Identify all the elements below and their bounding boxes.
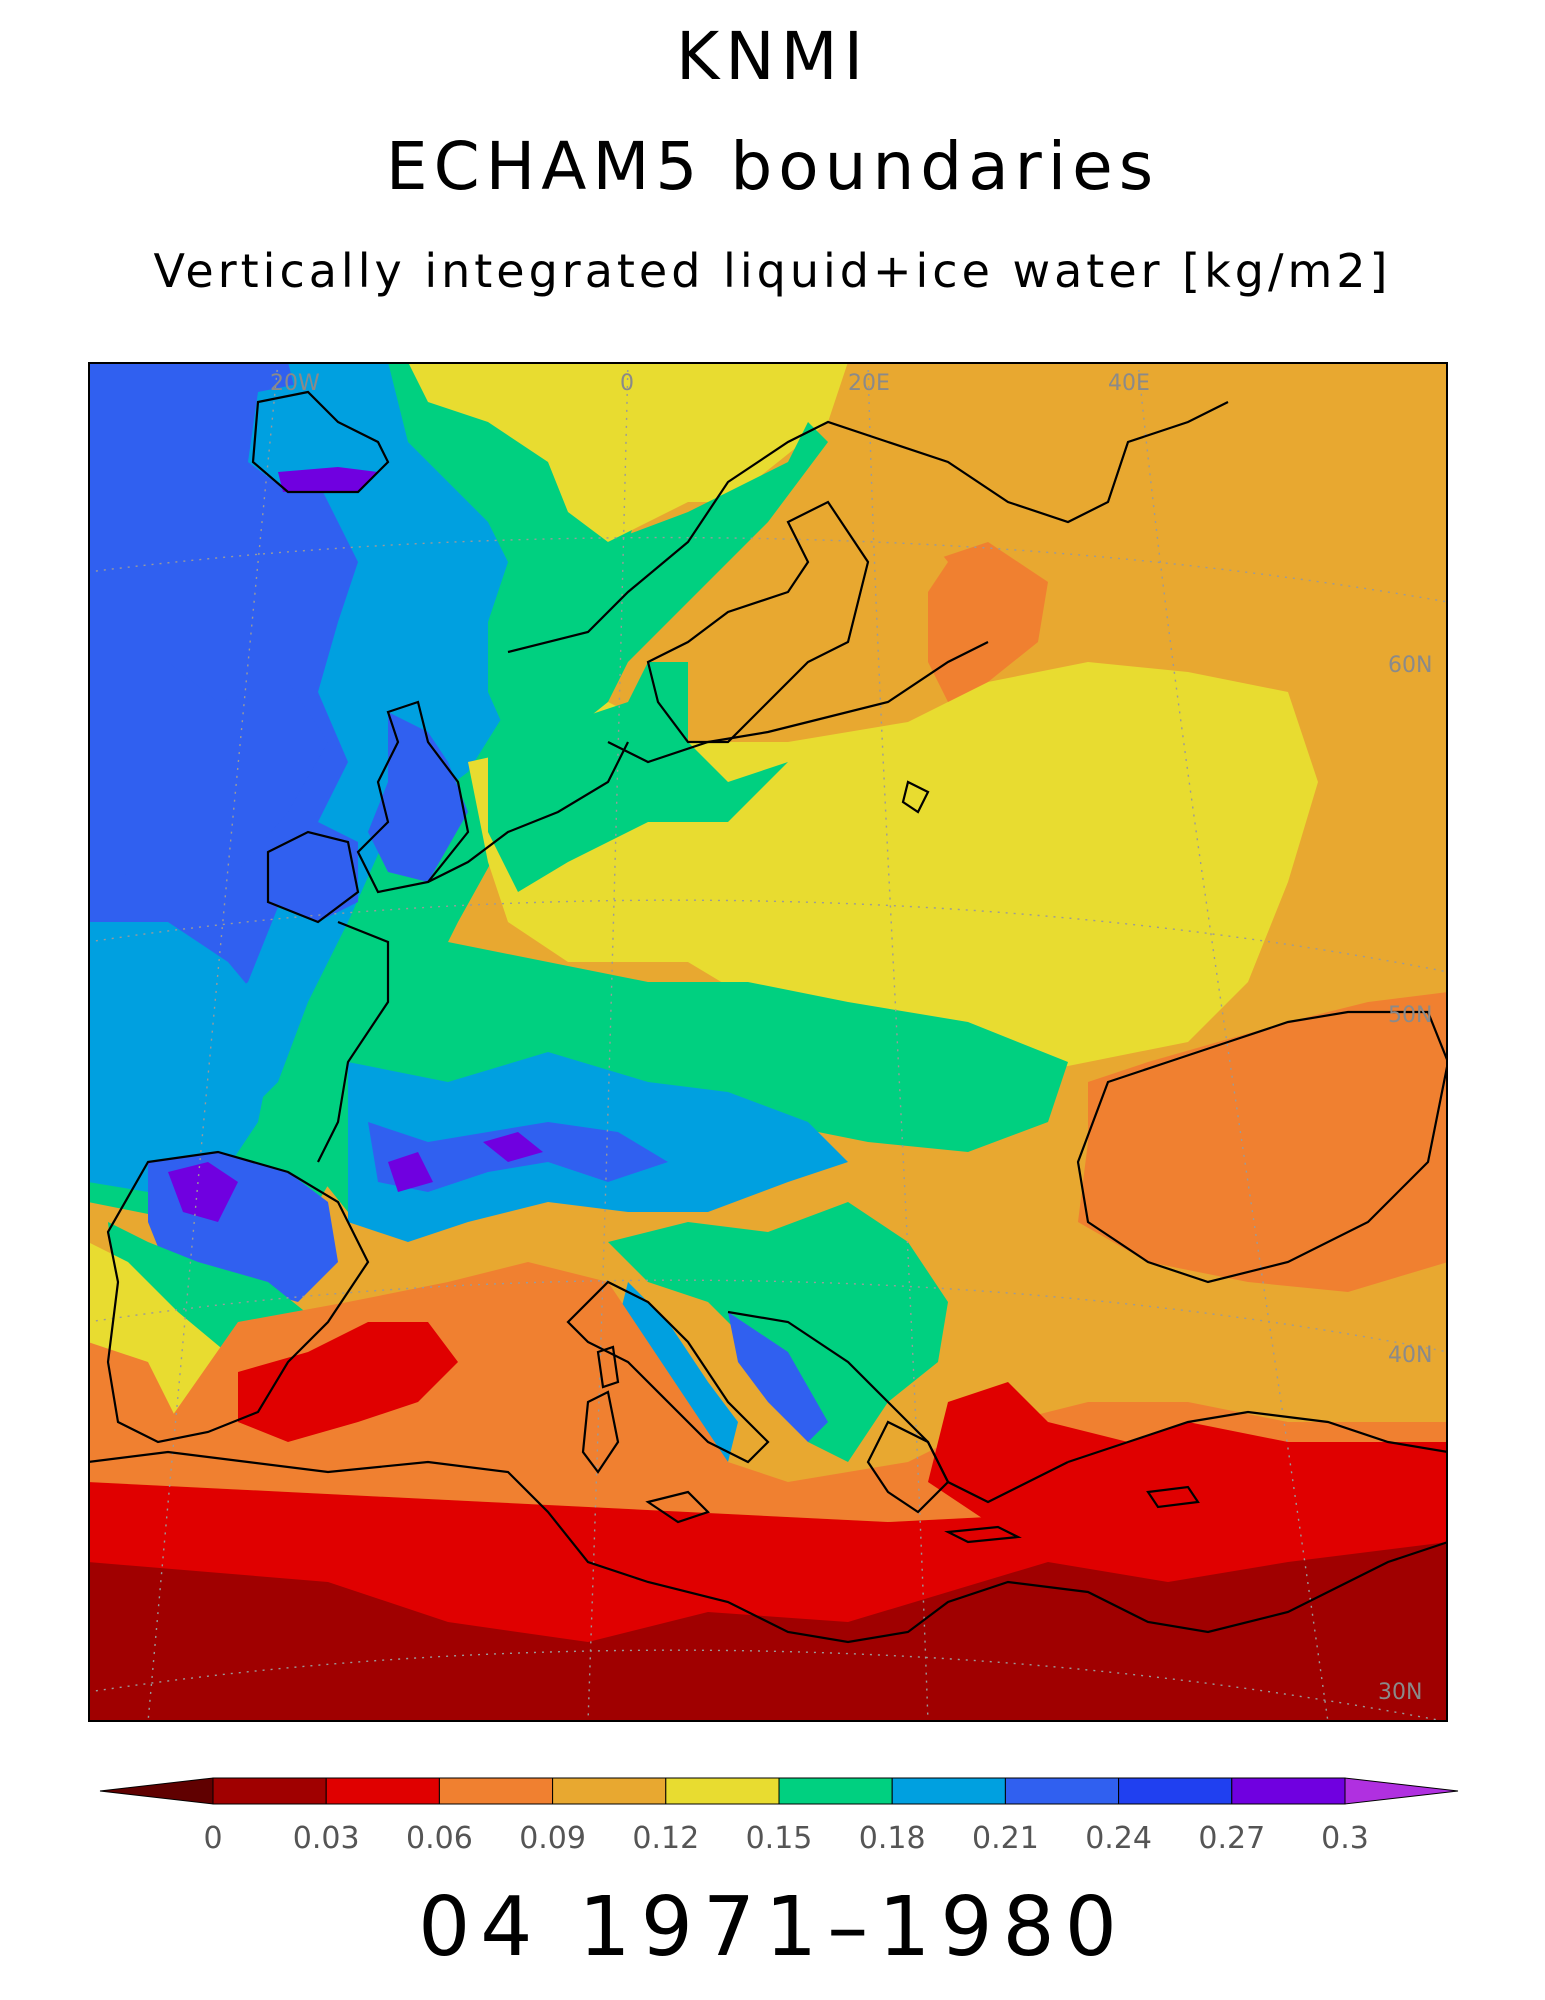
- colorbar-tick-label: 0.06: [406, 1821, 473, 1856]
- field-alps-purple-1: [483, 1132, 543, 1162]
- coastlines: [88, 390, 1448, 1644]
- coast-sardinia: [581, 1390, 620, 1474]
- colorbar-cell: [552, 1777, 667, 1805]
- coast-north-africa: [88, 1450, 1448, 1644]
- lon-label-0: 0: [620, 371, 634, 396]
- colorbar-tick-label: 0.27: [1198, 1821, 1265, 1856]
- field-ireland-blue: [268, 822, 358, 922]
- lon-label-40e: 40E: [1108, 371, 1150, 396]
- colorbar-tick-label: 0.18: [859, 1821, 926, 1856]
- colorbar-cell: [1004, 1777, 1120, 1805]
- field-uk-blue: [368, 712, 468, 882]
- colorbar-cell: [1118, 1777, 1233, 1805]
- colorbar-cell: [891, 1777, 1006, 1805]
- coast-sweden: [646, 500, 870, 744]
- meridian-0: [587, 362, 629, 1722]
- coast-iberia: [106, 1150, 370, 1444]
- colorbar-tick-labels: 0 0.03 0.06 0.09 0.12 0.15 0.18 0.21 0.24 0.27 0.3: [203, 1821, 1368, 1856]
- lon-label-20e: 20E: [848, 371, 890, 396]
- field-iceland-lightblue: [248, 382, 388, 492]
- colorbar-cell: [212, 1777, 327, 1805]
- coast-baltic: [607, 641, 989, 764]
- colorbar-cells: [212, 1777, 1346, 1805]
- meridian-20e: [867, 362, 929, 1722]
- colorbar-tick-label: 0.24: [1085, 1821, 1152, 1856]
- coast-norway: [507, 401, 1229, 654]
- lat-label-40n: 40N: [1388, 1343, 1432, 1368]
- colorbar-cell: [325, 1777, 440, 1805]
- meridian-40e: [1137, 362, 1329, 1722]
- coast-europe-north: [427, 741, 629, 883]
- coast-france-west: [317, 920, 390, 1163]
- field-atlantic-lightblue-south: [88, 922, 278, 1192]
- coast-cyprus: [1146, 1485, 1200, 1509]
- coast-ireland: [266, 830, 360, 924]
- field-italy-lightblue: [618, 1282, 738, 1462]
- coast-caspian-lake: [901, 780, 930, 814]
- field-atlantic-blue-west: [88, 662, 328, 882]
- coast-sicily: [645, 1490, 711, 1524]
- colorbar-tick-label: 0.21: [972, 1821, 1039, 1856]
- field-balkan-blue: [728, 1312, 828, 1442]
- lat-label-60n: 60N: [1388, 653, 1432, 678]
- variable-title: Vertically integrated liquid+ice water […: [153, 244, 1392, 298]
- colorbar-cell: [1231, 1777, 1346, 1805]
- colorbar-tick-label: 0.09: [519, 1821, 586, 1856]
- field-northsea-green: [488, 662, 788, 892]
- map-frame: [88, 362, 1448, 1722]
- field-iceland-purple: [278, 467, 378, 492]
- institute-title: KNMI: [675, 18, 870, 95]
- lat-label-50n: 50N: [1388, 1003, 1432, 1028]
- field-balkans-green: [608, 1202, 948, 1462]
- colorbar-over-arrow: [1344, 1777, 1459, 1805]
- lat-label-30n: 30N: [1378, 1680, 1422, 1705]
- colorbar-tick-label: 0: [203, 1821, 222, 1856]
- lon-label-20w: 20W: [270, 371, 320, 396]
- graticule-labels: 20W 0 20E 40E 60N 50N 40N 30N: [270, 371, 1432, 1705]
- field-iberia-purple: [168, 1162, 238, 1222]
- coast-britain: [356, 700, 470, 894]
- coast-iceland: [251, 390, 390, 494]
- field-blacksea-orange: [1078, 992, 1448, 1292]
- colorbar-under-arrow: [99, 1777, 214, 1805]
- colorbar-cell: [438, 1777, 554, 1805]
- coast-greece: [866, 1420, 950, 1514]
- coast-corsica: [596, 1345, 620, 1389]
- model-title: ECHAM5 boundaries: [385, 128, 1160, 205]
- colorbar-cell: [665, 1777, 780, 1805]
- colorbar: 0 0.03 0.06 0.09 0.12 0.15 0.18 0.21 0.24 0.27 0.3: [99, 1777, 1459, 1856]
- period-label: 04 1971–1980: [418, 1880, 1127, 1975]
- coast-italy: [566, 1280, 770, 1464]
- field-russia-orange: [928, 542, 1048, 702]
- field-finland-orange: [848, 512, 948, 642]
- colorbar-tick-label: 0.03: [293, 1821, 360, 1856]
- field-norway-green: [488, 422, 828, 782]
- field-anatolia-orange: [1128, 1282, 1448, 1422]
- colorbar-cell: [778, 1777, 893, 1805]
- field-south-darkred: [88, 1542, 1448, 1722]
- colorbar-tick-label: 0.15: [746, 1821, 813, 1856]
- coast-crete: [944, 1525, 1022, 1544]
- coast-blacksea: [1076, 1010, 1448, 1284]
- colorbar-tick-label: 0.12: [632, 1821, 699, 1856]
- map-panel: 20W 0 20E 40E 60N 50N 40N 30N: [88, 362, 1448, 1722]
- field-alps-purple-2: [388, 1152, 433, 1192]
- field-north-yellow: [408, 362, 848, 542]
- coast-anatolia: [1067, 1410, 1448, 1464]
- field-westmed-red: [238, 1322, 458, 1442]
- graticule: [88, 362, 1448, 1722]
- colorbar-tick-label: 0.3: [1321, 1821, 1369, 1856]
